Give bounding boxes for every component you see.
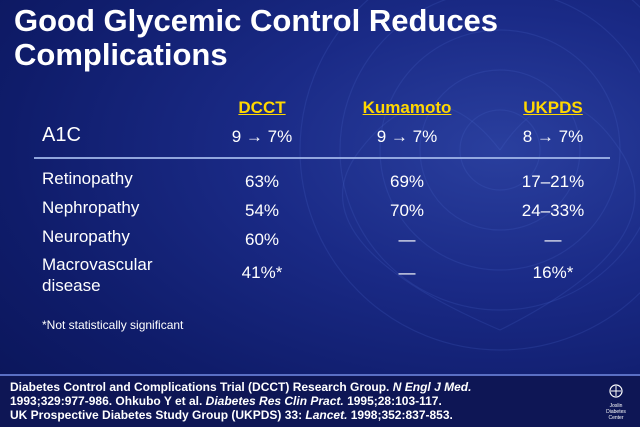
logo-mark-icon (609, 384, 623, 398)
a1c-value-ukpds: 8 → 7% (522, 127, 584, 146)
cell-macrovascular-ukpds: 16%* (532, 263, 574, 282)
cell-macrovascular-dcct: 41%* (241, 263, 283, 282)
cell-neuropathy-ukpds: — (544, 230, 562, 249)
cell-neuropathy-kumamoto: — (398, 230, 416, 249)
footnote: *Not statistically significant (42, 318, 184, 332)
cell-retinopathy-dcct: 63% (244, 172, 280, 191)
a1c-value-kumamoto: 9 → 7% (376, 127, 438, 146)
row-label-macrovascular-line-2: disease (42, 276, 101, 295)
row-label-macrovascular-line-1: Macrovascular (42, 255, 153, 274)
ref-2-text: 1993;329:977-986. Ohkubo Y et al. (10, 394, 206, 408)
row-label-neuropathy: Neuropathy (42, 227, 130, 246)
cell-nephropathy-kumamoto: 70% (389, 201, 425, 220)
cell-neuropathy-dcct: 60% (244, 230, 280, 249)
a1c-value-dcct: 9 → 7% (231, 127, 293, 146)
title-line-1: Good Glycemic Control Reduces (14, 3, 499, 38)
ref-1-text: Diabetes Control and Complications Trial… (10, 380, 393, 394)
column-header-ukpds: UKPDS (523, 98, 583, 117)
title-line-2: Complications (14, 37, 228, 72)
a1c-label: A1C (42, 124, 81, 146)
cell-macrovascular-kumamoto: — (398, 263, 416, 282)
cell-nephropathy-ukpds: 24–33% (521, 201, 585, 220)
slide-title: Good Glycemic Control Reduces Complicati… (14, 4, 574, 72)
row-label-retinopathy: Retinopathy (42, 169, 133, 188)
row-label-macrovascular-disease: Macrovascular disease (42, 254, 153, 296)
column-header-kumamoto: Kumamoto (362, 98, 452, 117)
logo-line-3: Center (608, 415, 624, 421)
ref-3-citation: 1998;352:837-853. (347, 408, 453, 422)
cell-retinopathy-kumamoto: 69% (389, 172, 425, 191)
references-bar (0, 374, 640, 427)
logo-line-1: Joslin (609, 403, 623, 409)
ref-1-journal: N Engl J Med. (392, 380, 472, 394)
ref-2-journal: Diabetes Res Clin Pract. (205, 394, 344, 408)
references: Diabetes Control and Complications Trial… (10, 380, 570, 422)
ref-3-text: UK Prospective Diabetes Study Group (UKP… (10, 408, 306, 422)
cell-nephropathy-dcct: 54% (244, 201, 280, 220)
ref-2-citation: 1995;28:103-117. (343, 394, 442, 408)
table-divider (34, 157, 610, 159)
cell-retinopathy-ukpds: 17–21% (521, 172, 585, 191)
column-header-dcct: DCCT (238, 98, 286, 117)
row-label-nephropathy: Nephropathy (42, 198, 140, 217)
ref-3-journal: Lancet. (305, 408, 348, 422)
logo-line-2: Diabetes (606, 409, 626, 415)
joslin-logo: Joslin Diabetes Center (601, 384, 631, 421)
